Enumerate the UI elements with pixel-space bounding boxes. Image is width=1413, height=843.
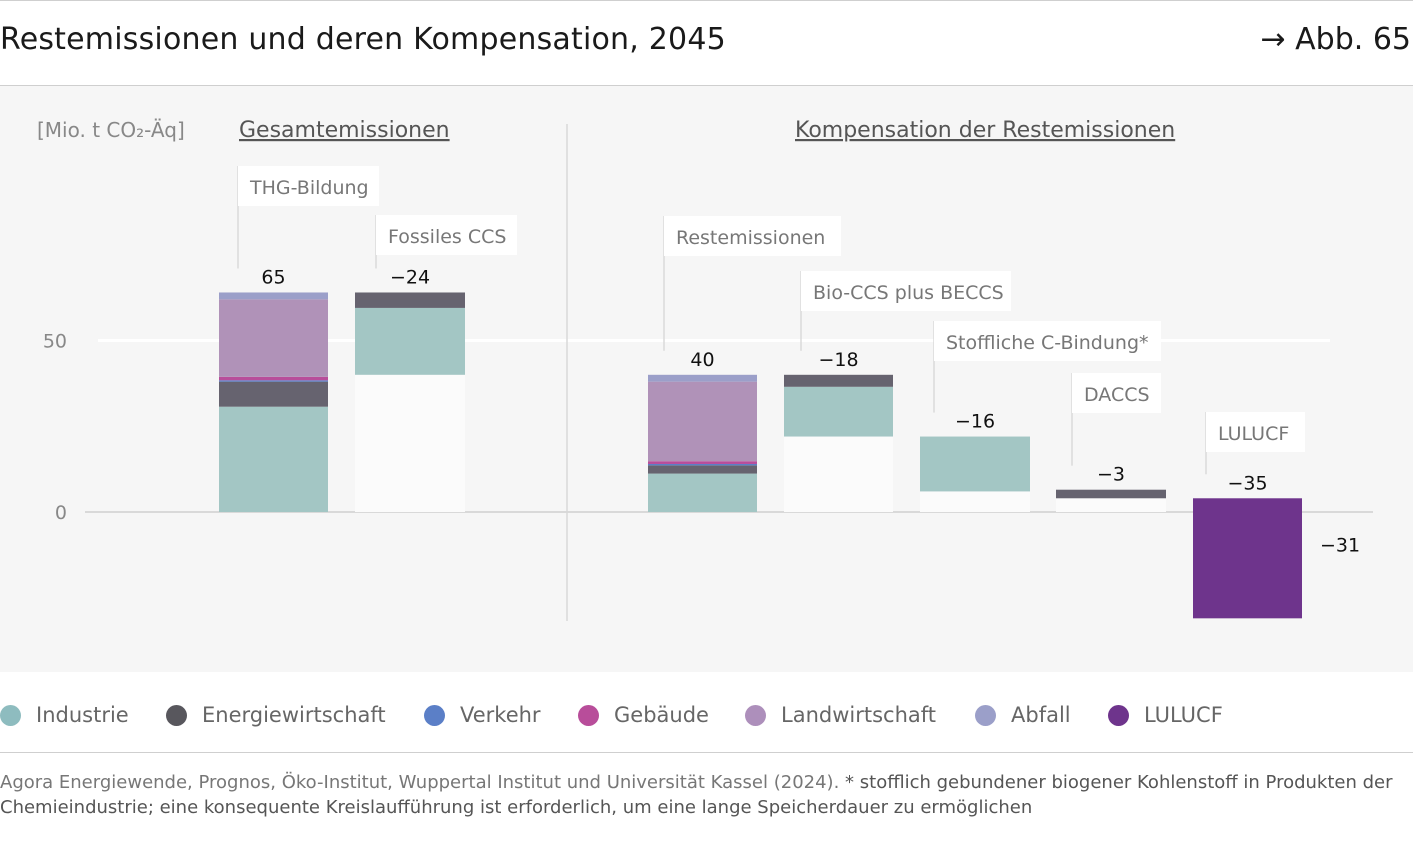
legend-dot-gebaeude [578, 704, 599, 726]
legend-label: Abfall [1011, 703, 1071, 727]
legend-label: Gebäude [614, 703, 709, 727]
source-note: Agora Energiewende, Prognos, Öko-Institu… [0, 770, 1400, 820]
callout-box-daccs [1072, 373, 1161, 413]
legend-dot-landwirtschaft [745, 704, 766, 726]
bar-segment-fossil-energiewirtschaft [355, 292, 465, 308]
ghost-bar-stoff [920, 491, 1030, 512]
legend-label: Landwirtschaft [781, 703, 937, 727]
legend-item-lulucf: LULUCF [1108, 700, 1223, 730]
legend-dot-verkehr [424, 704, 445, 726]
callout-box-thg [238, 166, 379, 206]
bar-value-label-fossil: −24 [390, 266, 430, 288]
bar-segment-rest-gebäude [648, 461, 757, 464]
bar-segment-lulucf-lulucf [1193, 498, 1302, 619]
top-rule [0, 0, 1413, 1]
callout-box-stoff [934, 321, 1161, 361]
bar-segment-fossil-industrie [355, 307, 465, 375]
category-label-daccs: DACCS [1084, 384, 1150, 406]
bar-value-label-bio: −18 [818, 349, 858, 371]
chart-title: Restemissionen und deren Kompensation, 2… [0, 22, 726, 57]
bar-segment-daccs-energiewirtschaft [1056, 489, 1166, 499]
footnote-text: * stofflich gebundener biogener Kohlenst… [0, 772, 1393, 818]
legend-label: LULUCF [1144, 703, 1223, 727]
bar-value-label-rest: 40 [690, 349, 714, 371]
callout-box-bio [801, 271, 1011, 311]
bar-segment-bio-energiewirtschaft [784, 374, 893, 387]
net-end-label: −31 [1320, 535, 1360, 557]
legend-item-verkehr: Verkehr [424, 700, 541, 730]
bar-segment-thg-energiewirtschaft [219, 381, 328, 407]
callout-box-rest [664, 216, 841, 256]
bar-segment-rest-landwirtschaft [648, 381, 757, 462]
y-tick-label-0: 0 [55, 502, 67, 524]
source-text: Agora Energiewende, Prognos, Öko-Institu… [0, 772, 840, 793]
title-rule [0, 85, 1413, 86]
legend-item-gebaeude: Gebäude [578, 700, 709, 730]
plot-area: [Mio. t CO₂-Äq] 0 50 Gesamtemissionen Kompen… [0, 86, 1413, 672]
panel-title-1: Gesamtemissionen [239, 118, 450, 143]
legend-dot-industrie [0, 704, 21, 726]
legend-item-energiewirtschaft: Energiewirtschaft [166, 700, 386, 730]
callout-box-fossil [376, 215, 517, 255]
callout-box-lulucf [1206, 412, 1305, 452]
bar-value-label-daccs: −3 [1097, 464, 1125, 486]
bar-segment-rest-industrie [648, 473, 757, 512]
figure-reference-link[interactable]: → Abb. 65 [1260, 22, 1411, 57]
legend-label: Energiewirtschaft [202, 703, 386, 727]
legend-item-abfall: Abfall [975, 700, 1071, 730]
bar-segment-thg-industrie [219, 406, 328, 512]
bar-value-label-thg: 65 [261, 266, 285, 288]
bar-segment-stoff-industrie [920, 436, 1030, 492]
bar-value-label-lulucf: −35 [1227, 472, 1267, 494]
y-axis-label: [Mio. t CO₂-Äq] [37, 118, 185, 142]
bar-segment-thg-verkehr [219, 380, 328, 382]
category-label-lulucf: LULUCF [1218, 423, 1289, 445]
legend-item-landwirtschaft: Landwirtschaft [745, 700, 936, 730]
waterfall-chart: [Mio. t CO₂-Äq] 0 50 Gesamtemissionen Kompen… [37, 118, 1373, 621]
category-label-stoff: Stoffliche C-Bindung* [946, 332, 1149, 354]
category-label-rest: Restemissionen [676, 227, 825, 249]
panel-title-2: Kompensation der Restemissionen [795, 118, 1175, 143]
ghost-bar-fossil [355, 374, 465, 512]
category-label-fossil: Fossiles CCS [388, 226, 506, 248]
legend-dot-energiewirtschaft [166, 704, 187, 726]
bar-segment-bio-industrie [784, 386, 893, 437]
bar-segment-thg-landwirtschaft [219, 299, 328, 377]
bar-segment-rest-energiewirtschaft [648, 465, 757, 474]
legend-dot-abfall [975, 704, 996, 726]
legend-label: Verkehr [460, 703, 541, 727]
footer-rule [0, 752, 1413, 753]
ghost-bar-daccs [1056, 498, 1166, 512]
bar-value-label-stoff: −16 [955, 411, 995, 433]
legend-item-industrie: Industrie [0, 700, 129, 730]
bar-segment-rest-abfall [648, 374, 757, 382]
legend-label: Industrie [36, 703, 129, 727]
category-label-bio: Bio-CCS plus BECCS [813, 282, 1004, 304]
bar-segment-thg-abfall [219, 292, 328, 300]
bar-segment-thg-gebäude [219, 376, 328, 381]
legend-dot-lulucf [1108, 704, 1129, 726]
y-tick-label-50: 50 [43, 331, 67, 353]
category-label-thg: THG-Bildung [249, 177, 369, 199]
bar-segment-rest-verkehr [648, 463, 757, 466]
ghost-bar-bio [784, 436, 893, 512]
